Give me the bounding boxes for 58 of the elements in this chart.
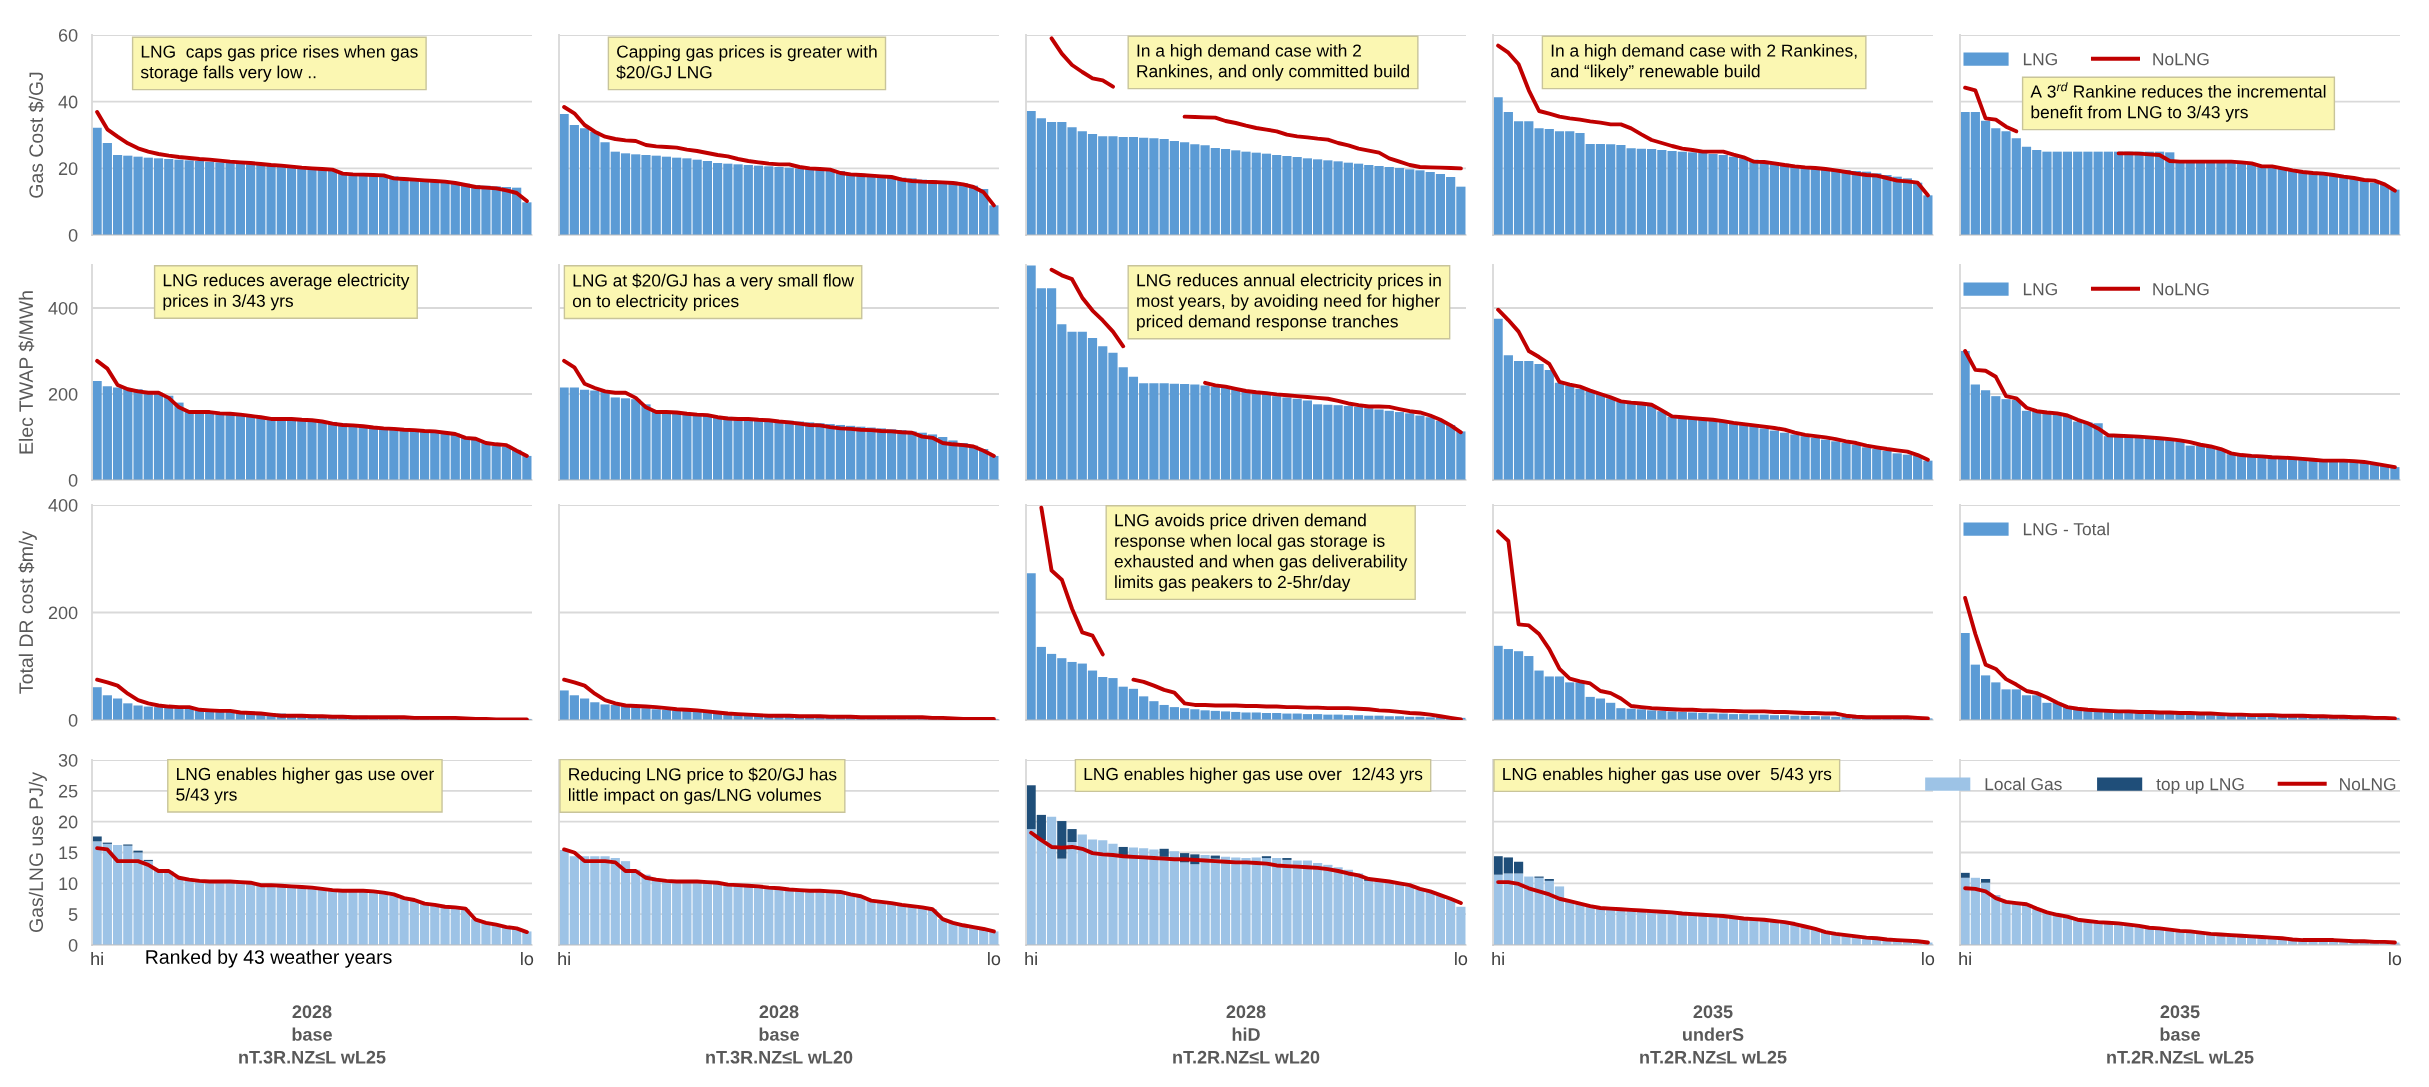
x-tick-label: lo <box>988 951 1001 966</box>
annotation: LNG reduces annual electricity prices in most years, by avoiding need for higher priced demand response tranches <box>1137 273 1441 331</box>
annotation: LNG caps gas price rises when gas storage falls very low .. <box>140 45 418 82</box>
y-tick-label: 0 <box>68 228 78 242</box>
x-axis-title: 2028 base nT.3R.NZ≤L wL25 <box>239 1005 386 1064</box>
annotation: LNG at $20/GJ has a very small flow on to electricity prices <box>572 273 854 311</box>
y-tick-label: 0 <box>68 473 78 487</box>
x-tick-label: hi <box>1959 951 1971 966</box>
x-tick-label: hi <box>1025 951 1037 966</box>
y-tick-label: 40 <box>58 95 78 109</box>
x-tick-label: lo <box>1922 951 1935 966</box>
y-tick-label: 15 <box>59 846 78 860</box>
y-tick-label: 400 <box>48 301 78 315</box>
legend-label: NoLNG <box>2153 283 2209 296</box>
y-tick-label: 200 <box>48 606 78 620</box>
y-axis-title: Elec TWAP $/MWh <box>18 291 35 454</box>
annotation: In a high demand case with 2 Rankines, and “likely” renewable build <box>1550 44 1857 81</box>
y-axis-title: Gas Cost $/GJ <box>28 72 45 198</box>
y-tick-label: 200 <box>48 387 78 401</box>
y-tick-label: 0 <box>68 938 78 952</box>
x-axis-title: 2035 underS nT.2R.NZ≤L wL25 <box>1640 1005 1787 1064</box>
y-tick-label: 60 <box>58 28 78 42</box>
y-tick-label: 400 <box>48 498 78 512</box>
text: Ranked by 43 weather years <box>146 949 392 968</box>
legend-label: NoLNG <box>2340 778 2396 791</box>
y-tick-label: 30 <box>58 753 78 767</box>
x-axis-title: 2028 hiD nT.2R.NZ≤L wL20 <box>1173 1005 1320 1064</box>
x-tick-label: lo <box>1455 951 1468 966</box>
y-tick-label: 5 <box>68 908 78 921</box>
x-tick-label: lo <box>521 951 534 966</box>
y-tick-label: 10 <box>59 877 78 891</box>
annotation: Capping gas prices is greater with $20/GJ LNG <box>616 45 877 80</box>
x-tick-label: lo <box>2389 951 2402 966</box>
legend-label: LNG <box>2023 53 2057 66</box>
annotation: LNG enables higher gas use over 12/43 yrs <box>1084 767 1423 784</box>
x-tick-label: hi <box>1492 951 1504 966</box>
annotation: In a high demand case with 2 Rankines, and only committed build <box>1137 44 1409 81</box>
y-tick-label: 0 <box>68 713 78 727</box>
y-axis-title: Total DR cost $m/y <box>18 530 37 694</box>
x-axis-title: 2028 base nT.3R.NZ≤L wL20 <box>706 1005 853 1064</box>
x-tick-label: hi <box>558 951 570 966</box>
legend-label: Local Gas <box>1985 777 2062 791</box>
annotation: LNG avoids price driven demand response when local gas storage is exhausted and when gas deliverability limits gas peakers to 2-5hr/day <box>1114 513 1408 592</box>
legend-label: NoLNG <box>2153 53 2209 66</box>
annotation: LNG enables higher gas use over 5/43 yrs <box>1503 767 1832 784</box>
x-axis-title: 2035 base nT.2R.NZ≤L wL25 <box>2107 1005 2254 1064</box>
legend-label: LNG <box>2023 283 2057 296</box>
legend-label: top up LNG <box>2156 778 2244 794</box>
annotation: LNG reduces average electricity prices in 3/43 yrs <box>163 273 410 311</box>
x-tick-label: hi <box>91 951 103 966</box>
y-tick-label: 20 <box>58 815 78 829</box>
y-axis-title: Gas/LNG use PJ/y <box>28 772 47 933</box>
annotation: Reducing LNG price to $20/GJ has little impact on gas/LNG volumes <box>568 767 837 805</box>
annotation: LNG enables higher gas use over 5/43 yrs <box>176 767 434 805</box>
y-tick-label: 20 <box>58 162 78 176</box>
legend-label: LNG - Total <box>2023 522 2109 536</box>
y-tick-label: 25 <box>58 784 78 798</box>
annotation: A 3$^{rd}$ Rankine reduces the incremental benefit from LNG to 3/43 yrs <box>2030 82 2326 122</box>
